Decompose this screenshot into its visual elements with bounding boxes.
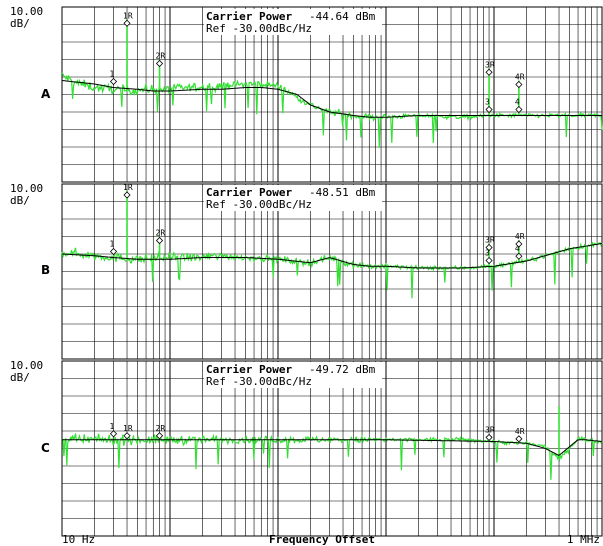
marker-label: 1R [123,424,133,433]
marker-diamond [515,252,523,260]
marker-label: 3 [485,249,490,258]
marker-label: 1 [110,240,115,249]
marker-label: 3R [485,60,495,69]
marker-diamond [515,435,523,443]
marker-diamond [123,191,131,199]
marker-label: 4 [515,244,520,253]
panel-b-power: -48.51 dBm [309,186,376,199]
marker-diamond [109,77,118,86]
smoothed-trace [61,243,603,269]
panel-c-header-backdrop [204,362,382,388]
marker-diamond [515,80,523,89]
panel-c-power: -49.72 dBm [309,363,376,376]
marker-diamond [109,247,118,256]
panel-c-title: Carrier Power [206,363,292,376]
panel-a-title: Carrier Power [206,10,292,23]
marker-diamond [155,236,164,245]
panel-b: 10.00 dB/ B Carrier Power -48.51 dBm Ref… [10,182,603,360]
panel-c-unit: dB/ [10,371,30,384]
panel-c-ref: Ref -30.00dBc/Hz [206,375,312,388]
marker-label: 2R [156,52,166,61]
x-axis-label: Frequency Offset [269,533,375,546]
panel-a: 10.00 dB/ A Carrier Power -44.64 dBm Ref… [10,5,603,183]
panel-a-label: A [41,87,51,101]
panel-a-scale: 10.00 [10,5,43,18]
marker-label: 4 [515,98,520,107]
marker-label: 1R [123,183,133,192]
marker-diamond [515,105,523,114]
marker-diamond [485,433,493,441]
smoothed-trace [62,439,603,456]
panel-a-unit: dB/ [10,17,30,30]
marker-diamond [485,256,493,265]
marker-label: 1 [110,70,115,79]
marker-label: 1R [123,11,133,20]
marker-diamond [109,430,118,438]
panel-b-title: Carrier Power [206,186,292,199]
panel-b-ref: Ref -30.00dBc/Hz [206,198,312,211]
marker-label: 3R [485,236,495,245]
marker-label: 1 [110,422,115,431]
panel-b-scale: 10.00 [10,182,43,195]
marker-label: 2R [156,229,166,238]
measured-trace [61,241,603,299]
panel-c-plot: 1 1R 2R 3R 4R [61,406,603,480]
marker-label: 4R [515,427,525,436]
marker-diamond [123,19,131,27]
marker-label: 2R [156,424,166,433]
panel-b-label: B [41,263,50,277]
x-stop-label: 1 MHz [567,533,600,546]
panel-a-ref: Ref -30.00dBc/Hz [206,22,312,35]
marker-diamond [485,243,493,252]
panel-b-plot: 1 1R 2R 3 3R 4 4R [61,183,603,299]
marker-label: 3 [485,98,490,107]
marker-diamond [515,240,523,248]
panel-a-power: -44.64 dBm [309,10,376,23]
panel-c-label: C [41,441,50,455]
marker-label: 3R [485,425,495,434]
marker-diamond [155,432,164,440]
panel-c-grid [61,360,603,537]
x-start-label: 10 Hz [62,533,95,546]
panel-b-unit: dB/ [10,194,30,207]
panel-c: 10.00 dB/ C Carrier Power -49.72 dBm Ref… [10,359,603,537]
panel-a-plot: 1 1R 2R 3 3R 4 4R [61,11,603,148]
panel-b-header-backdrop [204,185,382,211]
marker-diamond [155,59,164,68]
marker-label: 4R [515,232,525,241]
marker-diamond [485,68,493,76]
marker-diamond [123,432,131,440]
panel-a-header-backdrop [204,9,382,35]
marker-label: 4R [515,73,525,82]
smoothed-trace [61,80,602,118]
marker-diamond [485,105,493,114]
panel-c-scale: 10.00 [10,359,43,372]
